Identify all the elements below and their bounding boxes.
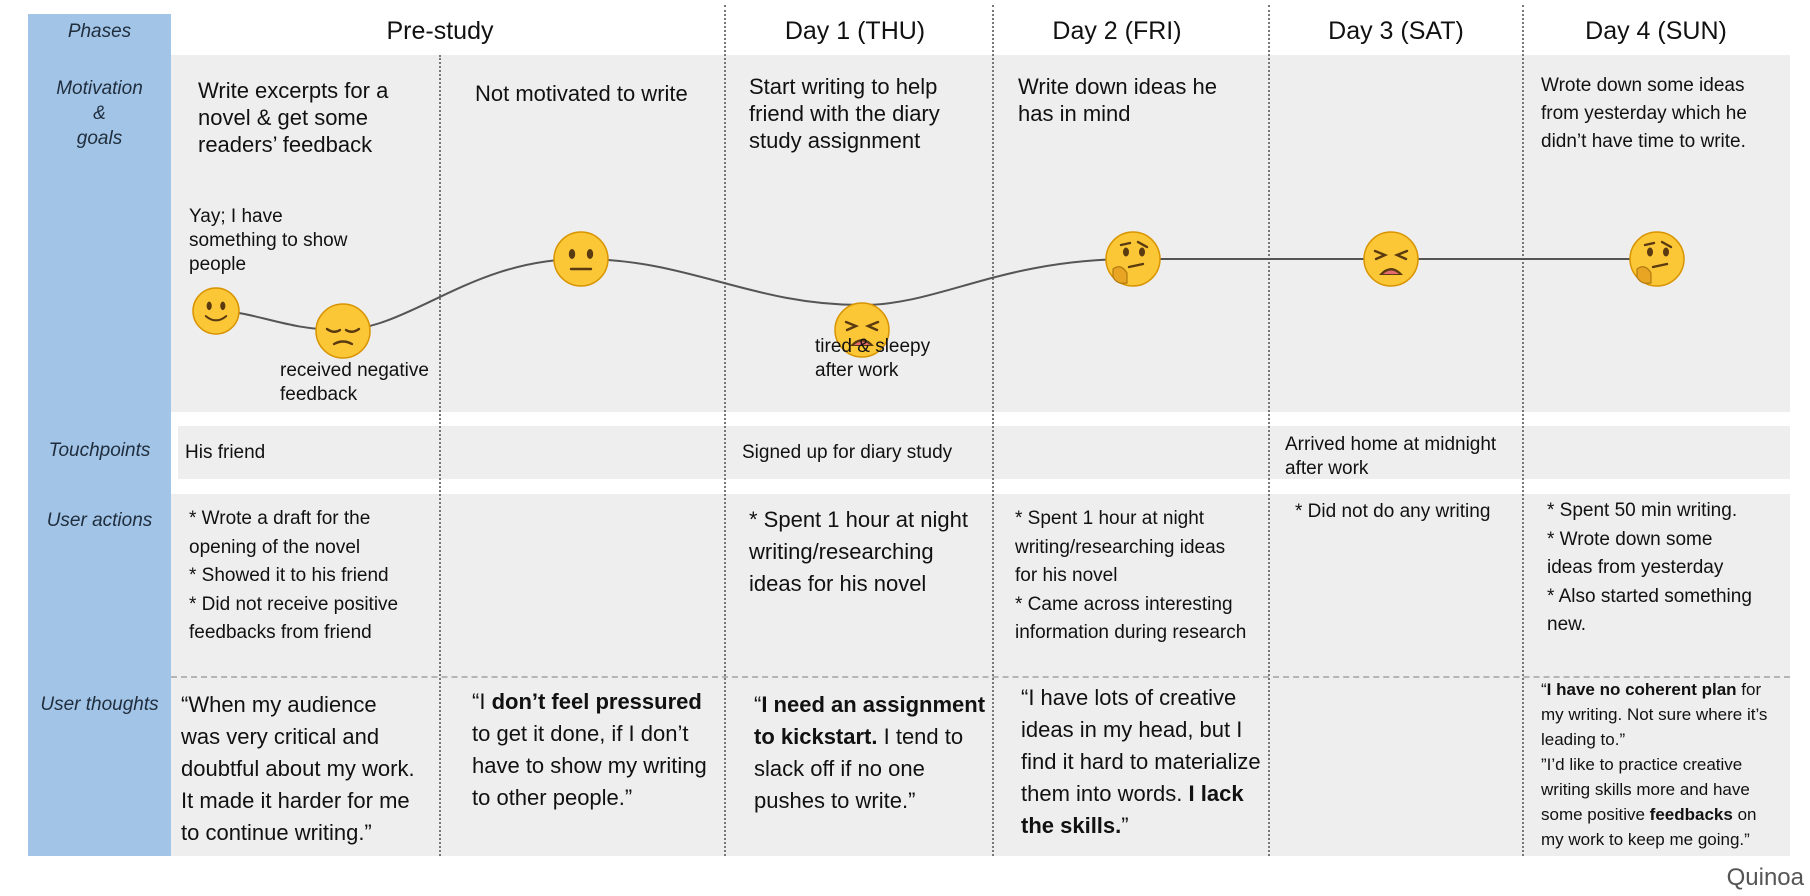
thought-prestudy-a: “When my audience was very critical and … xyxy=(181,692,415,845)
motivation-day-1: Start writing to help friend with the di… xyxy=(749,74,940,153)
header-day-1: Day 1 (THU) xyxy=(784,17,926,45)
header-day-2: Day 2 (FRI) xyxy=(1052,17,1182,45)
row-label-user-actions: User actions xyxy=(46,510,153,531)
emotion-curve xyxy=(215,257,1657,332)
column-divider xyxy=(1268,5,1270,856)
annotation-tired: tired & sleepy after work xyxy=(815,336,931,381)
actions-day-4: * Spent 50 min writing. * Wrote down som… xyxy=(1547,500,1752,635)
actions-day-3: * Did not do any writing xyxy=(1295,501,1491,522)
thought-day-1: “I need an assignment to kickstart. I te… xyxy=(754,692,986,813)
row-label-touchpoints: Touchpoints xyxy=(48,440,151,461)
header-pre-study: Pre-study xyxy=(386,17,494,45)
annotation-negative-feedback: received negative feedback xyxy=(280,360,429,405)
slightly-smiling-face-icon xyxy=(192,287,240,335)
row-divider xyxy=(171,676,1790,678)
motivation-day-4: Wrote down some ideas from yesterday whi… xyxy=(1541,75,1747,152)
touchpoint-day-3: Arrived home at midnight after work xyxy=(1285,434,1497,479)
actions-day-2: * Spent 1 hour at night writing/research… xyxy=(1015,508,1247,643)
brand-watermark: Quinoa xyxy=(1726,864,1804,891)
phase-sidebar xyxy=(28,14,171,856)
row-label-user-thoughts: User thoughts xyxy=(40,694,159,715)
column-divider xyxy=(1522,5,1524,856)
column-divider xyxy=(992,5,994,856)
touchpoints-band xyxy=(178,426,1790,479)
annotation-happy: Yay; I have something to show people xyxy=(189,206,348,275)
pensive-face-icon xyxy=(315,303,371,359)
actions-day-1: * Spent 1 hour at night writing/research… xyxy=(749,507,968,596)
thought-day-2: “I have lots of creative ideas in my hea… xyxy=(1021,685,1261,838)
touchpoint-day-1: Signed up for diary study xyxy=(742,442,953,463)
thought-prestudy-b: “I don’t feel pressured to get it done, … xyxy=(472,689,707,810)
motivation-prestudy-a: Write excerpts for a novel & get some re… xyxy=(198,78,389,157)
header-day-4: Day 4 (SUN) xyxy=(1585,17,1727,45)
weary-face-icon xyxy=(834,302,890,358)
weary-face-icon xyxy=(1363,231,1419,287)
sub-column-divider xyxy=(439,55,441,856)
actions-prestudy: * Wrote a draft for the opening of the n… xyxy=(189,508,399,643)
column-divider xyxy=(724,5,726,856)
touchpoint-prestudy: His friend xyxy=(185,442,266,463)
thinking-face-icon xyxy=(1105,231,1161,287)
thinking-face-icon xyxy=(1629,231,1685,287)
neutral-face-icon xyxy=(553,231,609,287)
row-label-phases: Phases xyxy=(67,21,132,42)
header-day-3: Day 3 (SAT) xyxy=(1328,17,1464,45)
motivation-day-2: Write down ideas he has in mind xyxy=(1018,74,1217,126)
row-label-motivation: Motivation & goals xyxy=(56,78,143,149)
thought-day-4: “I have no coherent plan for my writing.… xyxy=(1541,680,1768,849)
motivation-prestudy-b: Not motivated to write xyxy=(475,81,688,106)
